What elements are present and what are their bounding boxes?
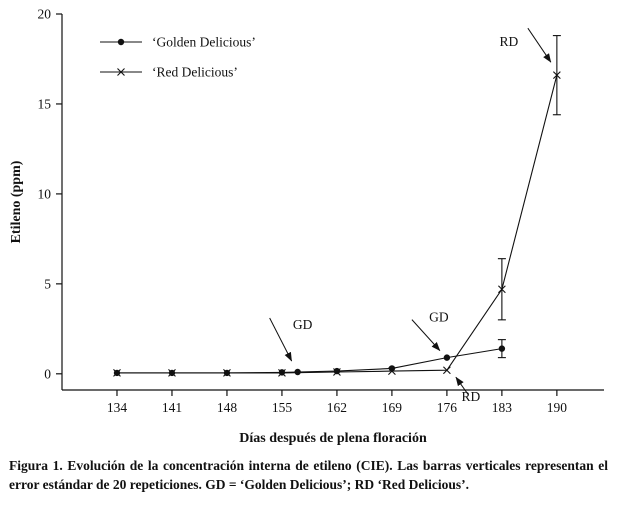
x-axis-label: Días después de plena floración [239,431,427,446]
y-tick-label: 15 [38,96,52,111]
chart-area: 0 5 10 15 20 134 141 148 155 162 169 176 183 190 Días … [9,7,604,446]
data-point-marker [443,366,451,375]
x-tick-label: 148 [217,400,238,415]
annotation-gd: GD [411,310,449,351]
data-point-marker [388,367,396,375]
data-point-marker [294,368,301,376]
y-tick-label: 20 [38,7,52,22]
x-tick-label: 183 [492,400,513,415]
axes [56,13,604,396]
series-line [116,348,502,374]
data-point-marker [333,368,341,376]
annotation-arrow [269,317,293,362]
legend-label: ‘Red Delicious’ [152,65,238,80]
annotation-label: GD [293,317,313,332]
data-point-marker [333,367,341,375]
y-tick-label: 5 [44,276,51,291]
tick-labels: 0 5 10 15 20 134 141 148 155 162 169 176 183 190 [38,7,568,416]
x-tick-label: 190 [547,400,568,415]
data-point-marker [552,71,561,80]
data-point-marker [117,68,125,76]
legend-label: ‘Golden Delicious’ [152,35,256,50]
x-tick-label: 176 [437,400,458,415]
series-line [116,75,558,374]
x-tick-label: 169 [382,400,403,415]
annotation-label: GD [429,310,449,325]
data-point-marker [498,345,506,352]
data-point-marker [278,369,286,377]
y-tick-label: 10 [38,186,52,201]
series-red-delicious [113,35,561,377]
figure-1: 0 5 10 15 20 134 141 148 155 162 169 176 183 190 Días … [9,7,608,493]
legend: ‘Golden Delicious’ ‘Red Delicious’ [100,35,256,80]
annotation-arrow [527,27,552,63]
x-tick-label: 155 [272,400,293,415]
annotation-label: RD [499,34,518,49]
x-tick-label: 162 [327,400,347,415]
annotation-rd: RD [499,27,552,63]
annotation-arrow [455,376,469,395]
data-point-marker [223,369,231,377]
x-tick-label: 134 [107,400,128,415]
y-axis-label: Etileno (ppm) [9,160,24,243]
data-point-marker [168,369,176,377]
data-point-marker [117,38,125,46]
annotation-arrow [411,319,441,351]
figure-caption: Figura 1. Evolución de la concentración … [9,458,608,493]
annotation-rd: RD [455,376,481,404]
legend-item: ‘Red Delicious’ [100,65,238,80]
y-tick-label: 0 [44,366,51,381]
data-point-marker [443,354,451,361]
data-point-marker [497,285,506,294]
annotation-label: RD [462,389,481,404]
annotation-gd: GD [269,317,313,362]
x-tick-label: 141 [162,400,182,415]
data-point-marker [113,369,121,377]
ethylene-chart: 0 5 10 15 20 134 141 148 155 162 169 176 183 190 Días … [9,7,604,446]
legend-item: ‘Golden Delicious’ [100,35,256,50]
